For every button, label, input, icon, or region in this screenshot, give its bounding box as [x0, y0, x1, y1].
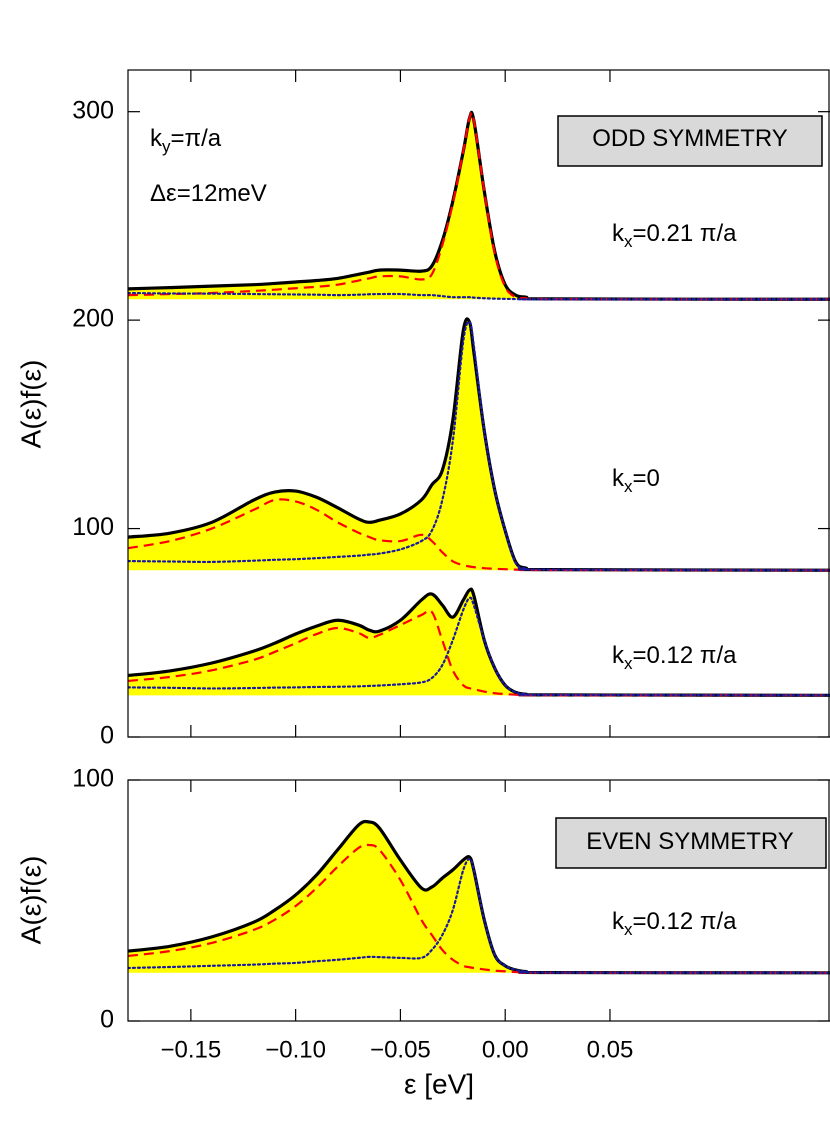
annotation: kx=0.12 π/a — [612, 908, 737, 939]
y-axis-label: A(ε)f(ε) — [15, 360, 46, 449]
annotation-part: k — [612, 642, 625, 669]
filled-area — [128, 318, 830, 571]
x-tick-label: 0.00 — [482, 1036, 529, 1063]
plot-area — [128, 110, 830, 697]
annotation: ky=π/a — [150, 125, 222, 156]
plot-frame — [127, 69, 830, 738]
annotation-part: x — [624, 920, 633, 939]
curve — [128, 609, 830, 697]
annotation-part: k — [612, 220, 625, 247]
filled-area — [128, 112, 830, 300]
annotation-box — [555, 817, 827, 869]
curve — [128, 111, 830, 301]
annotation-part: =π/a — [171, 125, 222, 152]
annotation: kx=0.21 π/a — [612, 220, 737, 251]
plot-frame — [127, 779, 830, 1022]
annotation: ODD SYMMETRY — [592, 125, 788, 152]
annotation-part: =0.12 π/a — [633, 908, 738, 935]
y-tick-label: 0 — [100, 1006, 114, 1034]
annotation-part: x — [624, 232, 633, 251]
annotation-part: ODD SYMMETRY — [592, 125, 788, 152]
annotation-part: EVEN SYMMETRY — [586, 828, 794, 855]
y-tick-label: 200 — [72, 305, 114, 333]
curve — [128, 110, 830, 301]
annotation-box — [557, 115, 823, 167]
x-tick-label: −0.05 — [370, 1036, 431, 1063]
curve — [128, 596, 830, 697]
annotation: kx=0.12 π/a — [612, 642, 737, 673]
curve — [128, 857, 830, 974]
curve — [128, 291, 830, 301]
filled-area — [128, 589, 830, 696]
annotation-part: k — [612, 465, 625, 492]
curve — [128, 843, 830, 974]
curve — [128, 317, 830, 572]
x-axis-label: ε [eV] — [404, 1068, 474, 1099]
y-tick-label: 300 — [72, 96, 114, 124]
y-tick-label: 0 — [100, 722, 114, 750]
annotation: kx=0 — [612, 465, 660, 496]
annotation-part: =0 — [633, 465, 660, 492]
x-tick-label: −0.15 — [160, 1036, 221, 1063]
plot-area — [128, 819, 830, 975]
y-axis-label: A(ε)f(ε) — [15, 856, 46, 945]
annotation-part: =0.21 π/a — [633, 220, 738, 247]
annotation-part: Δε=12meV — [150, 180, 267, 207]
annotation-part: x — [624, 477, 633, 496]
y-tick-label: 100 — [72, 765, 114, 793]
curve — [128, 498, 830, 572]
y-tick-label: 100 — [72, 513, 114, 541]
curve — [128, 320, 830, 572]
x-tick-label: −0.10 — [265, 1036, 326, 1063]
annotation-part: k — [150, 125, 163, 152]
annotation-part: y — [162, 137, 171, 156]
annotation: EVEN SYMMETRY — [586, 828, 794, 855]
annotation-part: x — [624, 654, 633, 673]
annotation-part: k — [612, 908, 625, 935]
x-tick-label: 0.05 — [587, 1036, 634, 1063]
annotation: Δε=12meV — [150, 180, 267, 207]
annotation-part: =0.12 π/a — [633, 642, 738, 669]
